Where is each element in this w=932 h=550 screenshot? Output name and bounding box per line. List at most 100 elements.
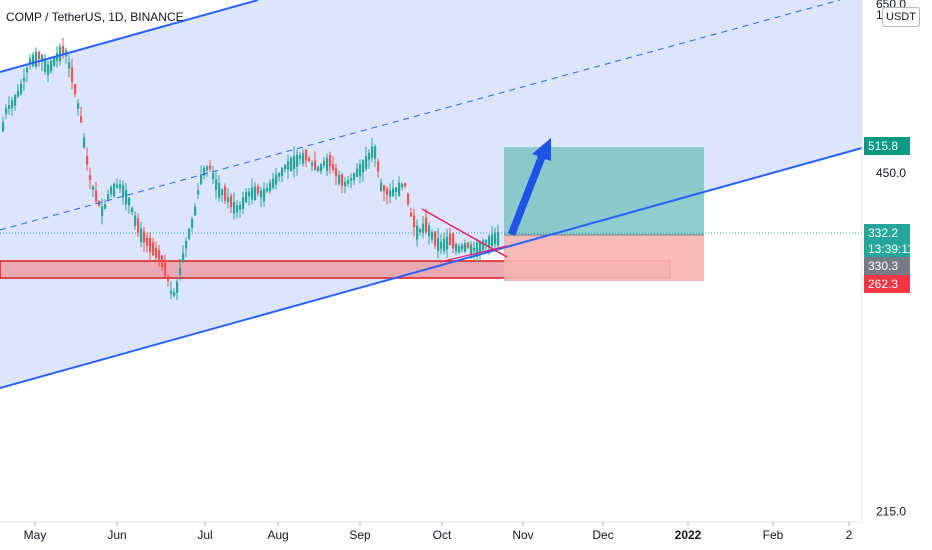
time-tick-label: Feb bbox=[763, 528, 784, 542]
candle-body bbox=[314, 160, 317, 170]
candle-body bbox=[236, 205, 239, 213]
candle-body bbox=[218, 183, 221, 198]
time-axis[interactable]: May Jun Jul Aug Sep Oct Nov Dec 2022 Feb 2 bbox=[24, 522, 853, 542]
price-tag-label: 332.2 bbox=[868, 226, 898, 240]
candle-body bbox=[23, 77, 26, 82]
candle-body bbox=[92, 186, 95, 190]
candle-body bbox=[239, 204, 242, 210]
candle-body bbox=[281, 167, 284, 176]
candle-body bbox=[380, 182, 383, 191]
candle-body bbox=[173, 292, 176, 296]
candle-body bbox=[293, 156, 296, 170]
candle-body bbox=[347, 180, 350, 184]
candle-body bbox=[479, 241, 482, 253]
candle-body bbox=[329, 155, 332, 167]
candle-body bbox=[68, 62, 71, 69]
candle-body bbox=[209, 165, 212, 169]
candle-body bbox=[80, 116, 83, 123]
candle-body bbox=[197, 190, 200, 195]
candle-body bbox=[278, 172, 281, 177]
candle-body bbox=[86, 156, 89, 165]
price-tags: 515.8 332.2 13:39:11 330.3 262.3 bbox=[864, 137, 914, 293]
candle-body bbox=[434, 231, 437, 246]
candle-body bbox=[227, 197, 230, 203]
stop-zone[interactable] bbox=[504, 235, 704, 281]
candle-body bbox=[302, 153, 305, 164]
time-tick-label: Dec bbox=[592, 528, 613, 542]
candle-body bbox=[164, 261, 167, 276]
candle-body bbox=[101, 206, 104, 216]
candle-body bbox=[128, 197, 131, 206]
price-tick-label: 215.0 bbox=[876, 505, 906, 519]
candle-body bbox=[305, 150, 308, 161]
candle-body bbox=[308, 158, 311, 162]
candle-body bbox=[464, 242, 467, 252]
candle-body bbox=[122, 185, 125, 198]
candle-body bbox=[53, 57, 56, 66]
candle-body bbox=[152, 242, 155, 256]
candle-body bbox=[473, 247, 476, 252]
candle-body bbox=[116, 184, 119, 188]
candle-body bbox=[107, 194, 110, 201]
candle-body bbox=[167, 276, 170, 282]
candle-body bbox=[29, 58, 32, 64]
candle-body bbox=[47, 64, 50, 75]
candle-body bbox=[77, 103, 80, 109]
candle-body bbox=[104, 204, 107, 209]
price-tag-label: 262.3 bbox=[868, 277, 898, 291]
triangle-bottom-line[interactable] bbox=[439, 245, 508, 263]
channel-mid-line[interactable] bbox=[0, 0, 841, 231]
candle-body bbox=[497, 231, 500, 246]
candle-body bbox=[476, 242, 479, 257]
price-tick-label: 650.0 bbox=[876, 0, 906, 11]
candle-body bbox=[179, 268, 182, 275]
candle-body bbox=[440, 241, 443, 249]
channel-lower-line[interactable] bbox=[0, 147, 863, 389]
candle-body bbox=[110, 187, 113, 195]
time-tick-label: Nov bbox=[512, 528, 533, 542]
candle-body bbox=[443, 238, 446, 252]
candle-body bbox=[155, 247, 158, 258]
candle-body bbox=[482, 240, 485, 250]
candle-body bbox=[242, 197, 245, 209]
candle-body bbox=[425, 217, 428, 233]
candle-body bbox=[74, 84, 77, 94]
candle-body bbox=[323, 161, 326, 166]
candle-body bbox=[269, 182, 272, 192]
time-tick-label: Oct bbox=[433, 528, 452, 542]
candle-body bbox=[200, 174, 203, 185]
candle-body bbox=[404, 183, 407, 187]
candle-body bbox=[350, 177, 353, 181]
candle-body bbox=[494, 233, 497, 245]
candle-body bbox=[38, 52, 41, 60]
time-tick-label: Jul bbox=[197, 528, 212, 542]
time-tick-label: Aug bbox=[267, 528, 288, 542]
candle-body bbox=[449, 233, 452, 246]
candle-body bbox=[467, 242, 470, 248]
candle-body bbox=[182, 253, 185, 262]
candle-body bbox=[317, 166, 320, 171]
countdown-tag bbox=[864, 242, 910, 257]
candle-body bbox=[407, 193, 410, 205]
candle-body bbox=[341, 174, 344, 186]
target-zone[interactable] bbox=[504, 147, 704, 235]
forecast-arrow[interactable] bbox=[508, 138, 551, 236]
candle-body bbox=[311, 162, 314, 167]
price-tag-label: 330.3 bbox=[868, 259, 898, 273]
candle-body bbox=[395, 187, 398, 192]
candle-body bbox=[50, 60, 53, 72]
candle-body bbox=[146, 237, 149, 246]
candle-body bbox=[401, 184, 404, 188]
candle-body bbox=[137, 218, 140, 233]
time-tick-label: May bbox=[24, 528, 47, 542]
candle-body bbox=[455, 243, 458, 252]
candle-body bbox=[2, 122, 5, 132]
channel-upper-line[interactable] bbox=[0, 0, 259, 73]
candle-body bbox=[338, 174, 341, 184]
candle-body bbox=[272, 178, 275, 188]
candle-body bbox=[233, 202, 236, 214]
candle-body bbox=[446, 236, 449, 250]
candle-body bbox=[125, 190, 128, 205]
currency-unit-button[interactable]: USDT bbox=[882, 7, 920, 27]
